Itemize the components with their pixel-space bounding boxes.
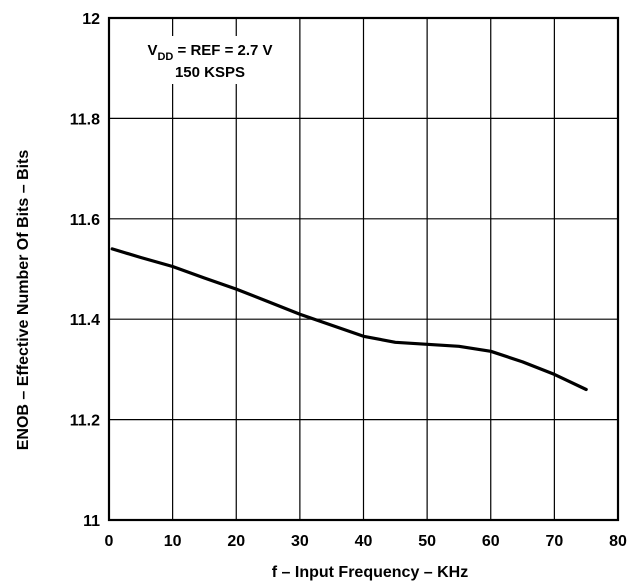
enob-series-line — [110, 247, 588, 392]
x-tick-label: 0 — [105, 533, 114, 550]
y-tick-label: 11.4 — [70, 312, 100, 329]
x-axis-title: f – Input Frequency – KHz — [272, 564, 468, 581]
tick-labels: 0 10 20 30 40 50 60 70 80 11 11.2 11.4 11.6 11.8 12 — [70, 11, 627, 550]
y-tick-label: 11.2 — [70, 413, 100, 430]
x-tick-label: 70 — [545, 533, 563, 550]
y-tick-label: 11.8 — [70, 111, 100, 128]
y-axis-title: ENOB – Effective Number Of Bits – Bits — [15, 150, 32, 451]
x-tick-label: 30 — [291, 533, 309, 550]
y-tick-label: 11 — [83, 513, 100, 530]
x-tick-label: 10 — [164, 533, 182, 550]
plot-frame — [107, 16, 620, 522]
x-tick-label: 80 — [609, 533, 627, 550]
grid-lines — [109, 18, 618, 520]
x-tick-label: 50 — [418, 533, 436, 550]
annotation-background — [130, 36, 290, 84]
y-tick-label: 12 — [82, 11, 100, 28]
annotation-line1: VDD = REF = 2.7 V — [147, 42, 272, 63]
annotation-line2: 150 KSPS — [175, 64, 245, 81]
x-tick-label: 40 — [355, 533, 373, 550]
x-tick-label: 60 — [482, 533, 500, 550]
y-tick-label: 11.6 — [70, 212, 100, 229]
x-tick-label: 20 — [227, 533, 245, 550]
